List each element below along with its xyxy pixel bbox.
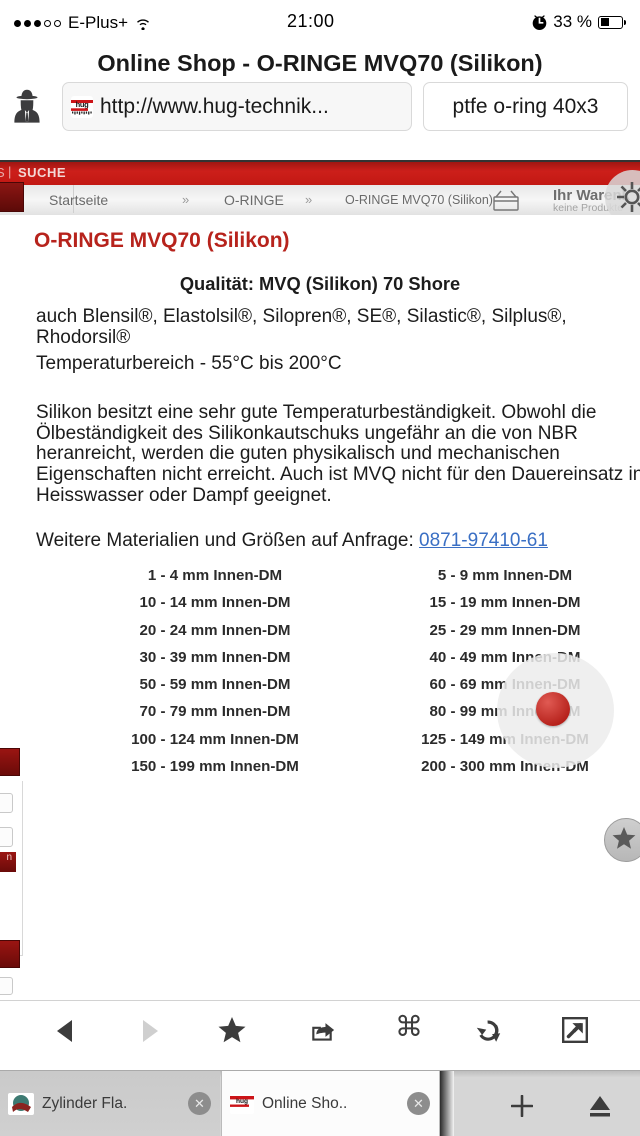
svg-text:hug: hug xyxy=(76,100,90,109)
svg-text:hug: hug xyxy=(236,1098,248,1105)
